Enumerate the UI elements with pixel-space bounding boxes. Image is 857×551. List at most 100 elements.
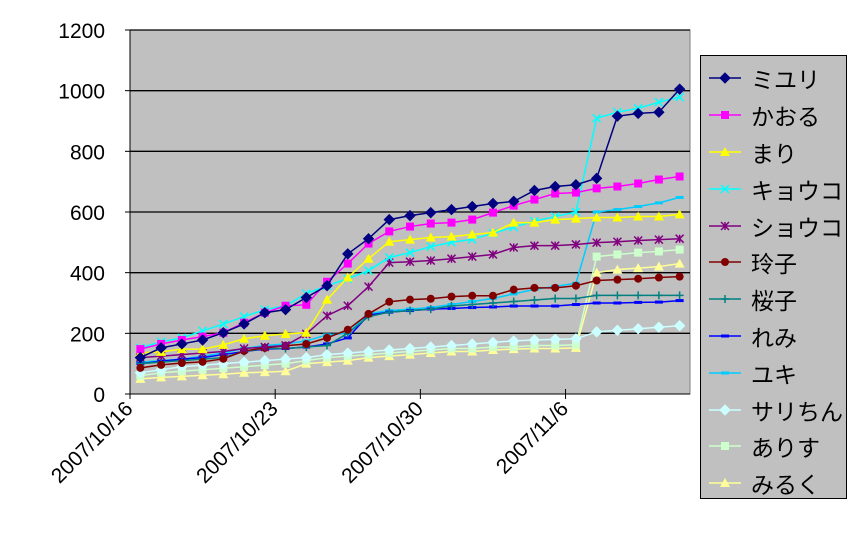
legend-item: 玲子 <box>707 244 846 281</box>
data-point <box>487 336 499 349</box>
data-point <box>654 247 663 256</box>
data-point <box>675 245 684 254</box>
y-tick-label: 200 <box>70 323 105 346</box>
data-point <box>238 356 250 368</box>
legend-marker <box>721 111 729 120</box>
data-point <box>673 83 686 95</box>
legend-marker <box>719 403 731 416</box>
data-point <box>674 209 685 219</box>
data-point <box>239 333 250 343</box>
series-桜子 <box>136 291 684 368</box>
data-point <box>426 219 435 228</box>
legend-label: ショウコ <box>751 215 843 242</box>
data-point <box>654 175 663 184</box>
legend-label: れみ <box>751 325 797 352</box>
data-point <box>155 342 167 354</box>
data-point <box>279 353 292 365</box>
data-point <box>446 231 457 241</box>
data-point <box>509 304 518 308</box>
legend-marker <box>721 334 729 338</box>
legend-marker <box>721 258 729 267</box>
data-point <box>549 180 561 193</box>
data-point <box>592 291 601 300</box>
legend-swatch <box>709 72 741 85</box>
data-point <box>509 242 519 253</box>
data-point <box>157 360 166 369</box>
data-point <box>549 333 561 346</box>
data-point <box>613 291 622 300</box>
y-tick-label: 400 <box>70 263 105 286</box>
y-tick-label: 800 <box>70 141 105 164</box>
data-point <box>300 291 313 304</box>
legend-swatch <box>709 184 741 194</box>
data-point <box>343 259 352 268</box>
data-point <box>447 302 456 311</box>
data-point <box>468 215 477 224</box>
data-point <box>342 272 353 282</box>
legend-item: れみ <box>707 318 846 355</box>
data-point <box>323 341 332 350</box>
data-point <box>302 339 311 348</box>
data-point <box>675 172 684 181</box>
data-point <box>550 214 561 224</box>
data-point <box>383 213 395 226</box>
data-point <box>218 339 229 349</box>
data-point <box>425 232 436 242</box>
data-point <box>592 184 601 193</box>
data-point <box>550 241 560 251</box>
data-point <box>653 321 665 333</box>
data-point <box>675 291 684 300</box>
data-point <box>632 323 644 335</box>
data-point <box>425 206 437 219</box>
data-point <box>675 92 685 102</box>
legend-item: キョウコ <box>707 170 846 207</box>
data-point <box>570 213 581 223</box>
data-point <box>571 188 580 197</box>
legend-label: みるく <box>751 473 820 500</box>
data-point <box>259 354 271 367</box>
legend-marker <box>721 295 729 304</box>
data-point <box>507 335 520 347</box>
data-point <box>426 305 435 314</box>
data-point <box>633 235 643 246</box>
data-point <box>613 301 622 305</box>
data-point <box>384 252 394 263</box>
data-point <box>570 333 582 345</box>
data-point <box>238 318 250 330</box>
data-point <box>406 306 414 315</box>
data-point <box>508 217 519 227</box>
data-point <box>342 355 353 365</box>
data-point <box>405 234 415 244</box>
data-point <box>136 363 145 372</box>
data-point <box>530 295 539 304</box>
legend-label: サリちん <box>751 399 843 426</box>
legend-swatch <box>709 371 741 375</box>
data-point <box>445 203 458 216</box>
legend-label: まり <box>751 141 797 168</box>
data-point <box>509 297 518 306</box>
legend-label: ユキ <box>751 362 797 389</box>
data-point <box>260 342 270 352</box>
data-point <box>468 291 477 300</box>
legend-label: キョウコ <box>751 178 843 205</box>
data-point <box>634 179 643 188</box>
data-point <box>551 341 560 350</box>
data-point <box>321 348 333 361</box>
data-point <box>343 301 353 311</box>
data-point <box>592 210 601 214</box>
data-point <box>176 338 188 350</box>
data-point <box>446 254 457 264</box>
data-point <box>385 308 394 317</box>
data-point <box>363 253 374 263</box>
legend-item: ショウコ <box>707 207 846 244</box>
data-point <box>507 195 520 208</box>
data-point <box>551 189 560 198</box>
x-tick-label: 2007/10/16 <box>47 397 138 488</box>
data-point <box>218 369 229 379</box>
legend-swatch <box>709 334 741 338</box>
data-point <box>218 319 228 329</box>
data-point <box>487 197 499 210</box>
data-point <box>488 249 498 259</box>
data-point <box>611 110 624 122</box>
data-point <box>633 263 644 273</box>
